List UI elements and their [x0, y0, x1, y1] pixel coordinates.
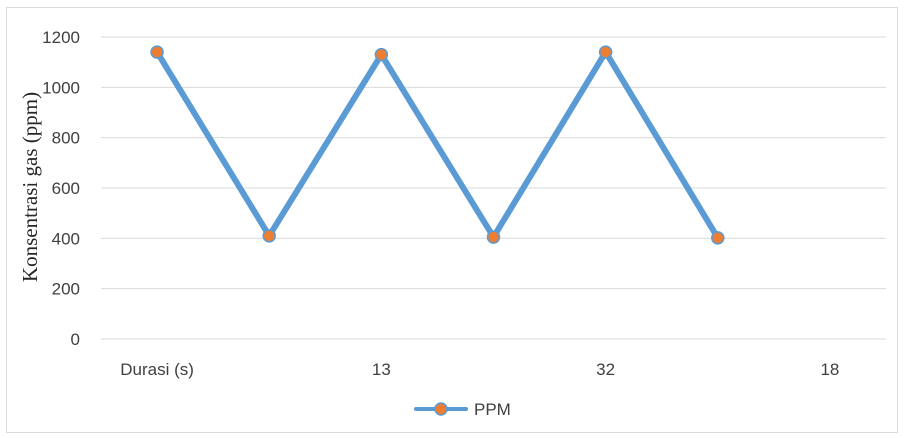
data-point-0 [150, 45, 164, 59]
x-tick-label-0: Durasi (s) [120, 360, 194, 379]
x-tick-label-4: 32 [596, 360, 615, 379]
y-tick-label-600: 600 [52, 179, 80, 198]
data-point-5 [711, 231, 725, 245]
x-tick-label-2: 13 [372, 360, 391, 379]
y-tick-label-1000: 1000 [42, 78, 80, 97]
gridlines [101, 36, 886, 340]
y-tick-label-0: 0 [71, 330, 80, 349]
y-tick-label-1200: 1200 [42, 28, 80, 47]
y-tick-label-200: 200 [52, 280, 80, 299]
x-tick-label-6: 18 [820, 360, 839, 379]
data-point-3 [486, 230, 501, 244]
data-point-2 [374, 47, 389, 62]
series-line-0 [154, 49, 721, 241]
y-tick-label-400: 400 [52, 229, 80, 248]
series-layer [150, 45, 725, 245]
data-point-4 [598, 45, 613, 59]
legend-marker-icon [434, 402, 448, 416]
data-point-1 [262, 229, 276, 243]
legend-label: PPM [474, 400, 511, 419]
chart-frame [6, 7, 898, 433]
x-tick-labels: Durasi (s) 13 32 18 [120, 360, 839, 379]
y-tick-label-800: 800 [52, 129, 80, 148]
legend: PPM [414, 400, 511, 419]
y-axis-label: Konsentrasi gas (ppm) [18, 92, 42, 282]
y-tick-labels: 0 200 400 600 800 1000 1200 [42, 28, 80, 349]
